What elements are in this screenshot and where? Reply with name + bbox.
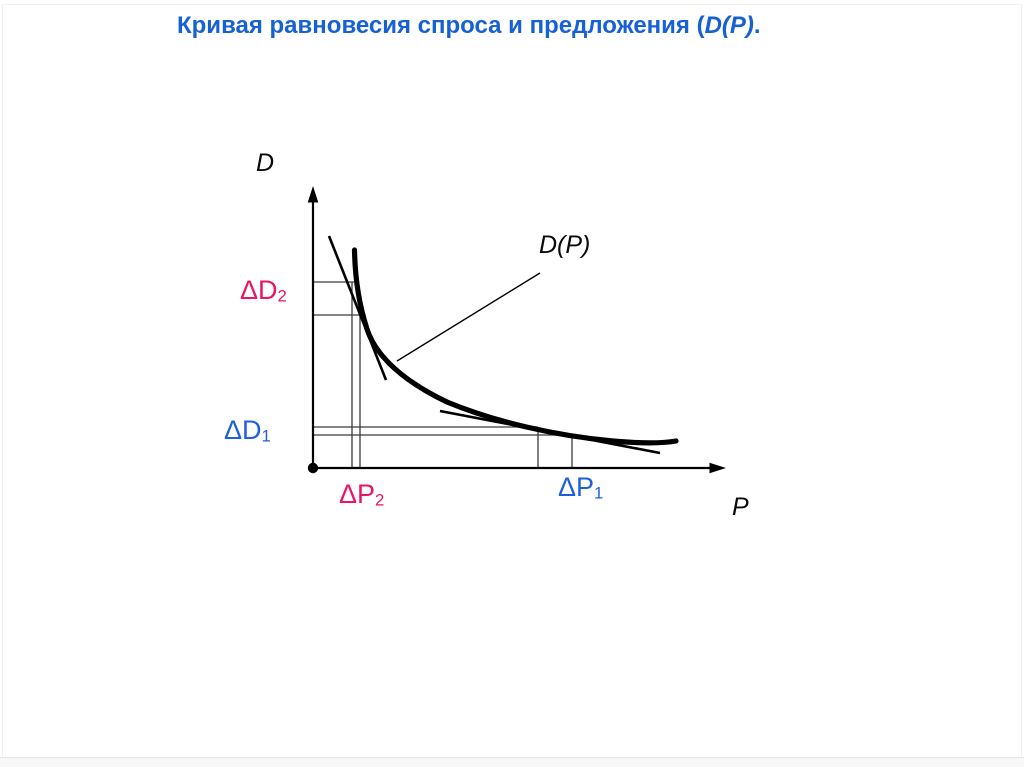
delta-p1-base: ΔP	[558, 472, 595, 502]
x-axis-arrow-icon	[709, 462, 726, 474]
guide-lines	[313, 281, 573, 468]
delta-p2-base: ΔP	[339, 479, 376, 509]
demand-curve-diagram	[307, 186, 726, 474]
demand-curve	[351, 247, 679, 446]
curve-label: D(P)	[539, 231, 591, 259]
slide: Кривая равновесия спроса и предложения (…	[2, 4, 1022, 758]
y-axis-label: D	[256, 149, 275, 177]
steep-tangent-line	[327, 235, 388, 381]
delta-p2-label: ΔP2	[339, 481, 384, 509]
delta-d1-label: ΔD1	[224, 417, 271, 445]
delta-p1-label: ΔP1	[558, 474, 603, 502]
delta-p1-subscript: 1	[594, 483, 604, 503]
slide-title-period: .	[753, 12, 761, 39]
slide-title-text: Кривая равновесия спроса и предложения (	[177, 12, 705, 39]
slide-bottom-edge	[0, 757, 1024, 767]
slide-title: Кривая равновесия спроса и предложения (…	[177, 12, 761, 40]
slide-title-formula: D(P)	[704, 12, 754, 39]
delta-d2-base: ΔD	[240, 275, 278, 305]
x-axis-label: P	[732, 493, 749, 521]
delta-d1-subscript: 1	[261, 426, 271, 446]
delta-d1-base: ΔD	[224, 415, 262, 445]
delta-p2-subscript: 2	[375, 490, 385, 510]
delta-d2-subscript: 2	[277, 286, 287, 306]
curve-label-leader-line	[396, 272, 541, 362]
origin-point	[307, 462, 319, 474]
delta-d2-label: ΔD2	[240, 277, 287, 305]
y-axis-arrow-icon	[307, 186, 319, 203]
